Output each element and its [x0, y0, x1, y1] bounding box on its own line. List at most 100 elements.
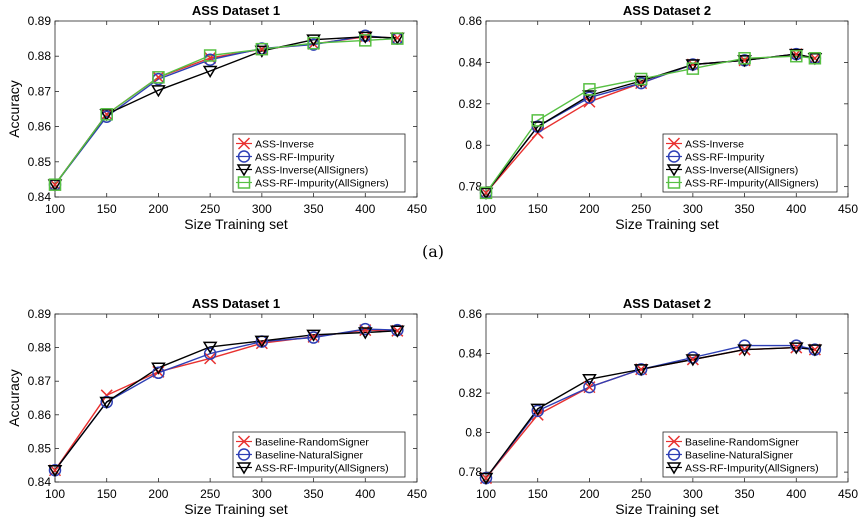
x-tick-label: 450 — [407, 487, 427, 501]
x-tick-label: 200 — [148, 487, 168, 501]
x-tick-label: 350 — [735, 487, 755, 501]
data-point-ASS-RF-Impurity(AllSigners) — [203, 49, 217, 62]
data-point-ASS-RF-Impurity(AllSigners) — [307, 36, 320, 50]
chart-title: ASS Dataset 2 — [623, 3, 711, 18]
data-point-ASS-RF-Impurity(AllSigners) — [152, 71, 165, 84]
data-point-ASS-RF-Impurity(AllSigners) — [807, 344, 823, 357]
legend-box — [232, 133, 406, 193]
legend-box — [662, 133, 838, 193]
x-tick-label: 450 — [838, 487, 858, 501]
x-axis-label: Size Training set — [615, 501, 719, 517]
data-point-ASS-Inverse(AllSigners) — [737, 55, 752, 68]
data-point-ASS-Inverse(AllSigners) — [306, 34, 321, 47]
data-point-ASS-RF-Impurity(AllSigners) — [583, 83, 596, 96]
data-point-ASS-Inverse(AllSigners) — [633, 75, 649, 89]
y-tick-label: 0.84 — [28, 475, 52, 489]
y-tick-label: 0.84 — [28, 190, 52, 204]
data-point-ASS-RF-Impurity(AllSigners) — [582, 373, 597, 387]
series-line-ASS-RF-Impurity(AllSigners) — [54, 330, 398, 471]
data-point-ASS-RF-Impurity(AllSigners) — [788, 342, 804, 355]
data-point-Baseline-RandomSigner — [204, 352, 217, 365]
x-axis-label: Size Training set — [184, 216, 288, 232]
legend-entry: ASS-RF-Impurity(AllSigners) — [255, 463, 389, 475]
x-tick-label: 250 — [631, 202, 651, 216]
data-point-ASS-Inverse(AllSigners) — [99, 109, 115, 122]
x-tick-label: 100 — [476, 487, 496, 501]
data-point-ASS-RF-Impurity(AllSigners) — [202, 341, 218, 354]
x-tick-label: 150 — [528, 202, 548, 216]
data-point-ASS-Inverse(AllSigners) — [47, 179, 63, 192]
chart-top-left: 100 150 200 250 300 350 400 450 0.84 0.85 0.86 0.87… — [6, 3, 427, 232]
series-line-Baseline-RandomSigner — [54, 329, 398, 471]
legend-entry: ASS-RF-Impurity — [685, 152, 765, 164]
legend: Baseline-RandomSignerBaseline-NaturalSig… — [662, 431, 838, 478]
data-point-ASS-RF-Impurity(AllSigners) — [808, 52, 822, 65]
x-tick-label: 300 — [683, 487, 703, 501]
data-point-ASS-Inverse(AllSigners) — [151, 85, 166, 98]
y-tick-label: 0.84 — [459, 55, 483, 69]
data-point-ASS-RF-Impurity(AllSigners) — [306, 329, 321, 342]
legend-entry: ASS-Inverse(AllSigners) — [255, 165, 368, 177]
legend-box — [232, 431, 406, 478]
data-point-Baseline-RandomSigner — [686, 353, 699, 366]
data-point-ASS-RF-Impurity(AllSigners) — [685, 354, 701, 367]
figure-caption: (a) — [422, 242, 444, 261]
series-line-ASS-RF-Impurity(AllSigners) — [485, 55, 815, 194]
data-point-Baseline-NaturalSigner — [152, 366, 165, 380]
x-tick-label: 350 — [304, 202, 324, 216]
data-point-ASS-RF-Impurity(AllSigners) — [738, 52, 751, 65]
legend-entry: ASS-Inverse — [685, 139, 744, 151]
data-point-ASS-RF-Impurity(AllSigners) — [686, 62, 700, 75]
data-point-ASS-Inverse(AllSigners) — [202, 65, 218, 78]
y-tick-label: 0.82 — [459, 97, 483, 111]
x-tick-label: 250 — [631, 487, 651, 501]
data-point-ASS-RF-Impurity(AllSigners) — [531, 114, 544, 127]
x-tick-label: 400 — [786, 202, 806, 216]
y-tick-label: 0.85 — [28, 441, 52, 455]
legend-entry: Baseline-NaturalSigner — [685, 450, 793, 462]
data-point-ASS-RF-Impurity(AllSigners) — [633, 364, 649, 377]
x-tick-label: 350 — [304, 487, 324, 501]
y-axis-label: Accuracy — [6, 80, 22, 138]
x-tick-label: 450 — [407, 202, 427, 216]
y-tick-label: 0.85 — [28, 155, 52, 169]
data-point-ASS-RF-Impurity(AllSigners) — [737, 344, 752, 357]
data-point-Baseline-NaturalSigner — [790, 339, 803, 352]
y-tick-label: 0.89 — [28, 14, 52, 28]
data-point-ASS-RF-Impurity(AllSigners) — [357, 327, 373, 340]
data-point-Baseline-NaturalSigner — [531, 404, 544, 418]
data-point-Baseline-NaturalSigner — [686, 351, 700, 364]
x-tick-label: 100 — [45, 202, 65, 216]
x-tick-label: 200 — [579, 202, 599, 216]
legend-entry: ASS-RF-Impurity — [255, 152, 335, 164]
series-line-ASS-RF-Impurity(AllSigners) — [485, 346, 815, 479]
x-tick-label: 150 — [528, 487, 548, 501]
x-tick-label: 150 — [97, 202, 117, 216]
data-point-ASS-RF-Impurity(AllSigners) — [255, 42, 269, 56]
legend-entry: ASS-Inverse(AllSigners) — [685, 165, 798, 177]
legend-entry: ASS-RF-Impurity(AllSigners) — [685, 463, 819, 475]
data-point-ASS-RF-Impurity(AllSigners) — [254, 335, 270, 348]
x-tick-label: 400 — [355, 202, 375, 216]
data-point-ASS-Inverse — [152, 71, 165, 84]
legend-entry: Baseline-RandomSigner — [685, 437, 799, 449]
x-tick-label: 100 — [45, 487, 65, 501]
y-tick-label: 0.86 — [459, 14, 483, 28]
chart-title: ASS Dataset 1 — [192, 3, 280, 18]
y-tick-label: 0.89 — [28, 307, 52, 321]
data-point-ASS-RF-Impurity(AllSigners) — [634, 72, 648, 86]
legend-box — [662, 431, 838, 478]
series-line-ASS-Inverse(AllSigners) — [54, 36, 398, 186]
x-tick-label: 150 — [97, 487, 117, 501]
x-tick-label: 400 — [786, 487, 806, 501]
x-tick-label: 250 — [200, 202, 220, 216]
x-tick-label: 300 — [252, 202, 272, 216]
data-point-ASS-RF-Impurity(AllSigners) — [790, 49, 803, 63]
data-point-ASS-RF-Impurity(AllSigners) — [47, 464, 63, 478]
data-point-Baseline-RandomSigner — [790, 341, 803, 354]
chart-top-right: 100 150 200 250 300 350 400 450 0.78 0.8 0.82 0.84 0… — [459, 3, 859, 232]
y-axis-label: Accuracy — [6, 369, 22, 427]
data-point-ASS-Inverse(AllSigners) — [807, 53, 823, 66]
series-line-ASS-RF-Impurity(AllSigners) — [54, 37, 398, 186]
